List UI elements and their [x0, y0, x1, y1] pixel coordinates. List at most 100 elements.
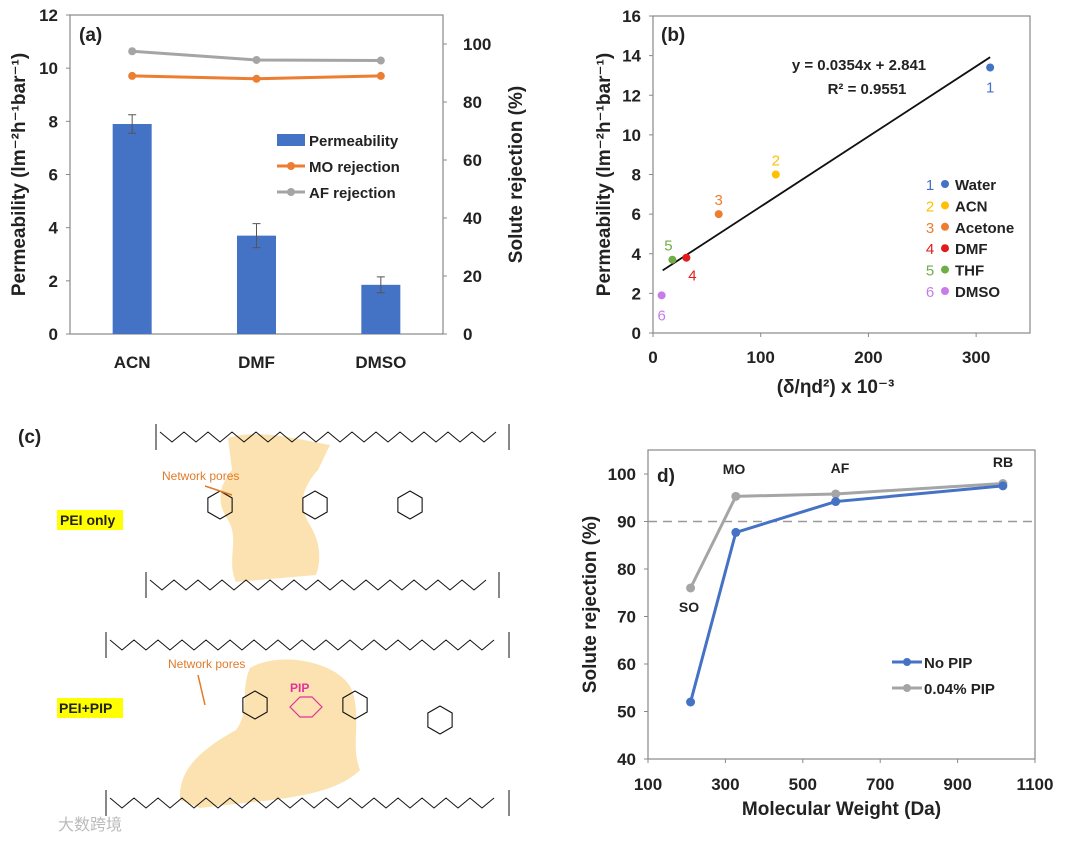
- legend-label: ACN: [955, 198, 988, 215]
- x-tick-label: 200: [854, 348, 882, 367]
- y2-tick-label: 20: [463, 267, 482, 286]
- data-point: [731, 491, 741, 501]
- legend-swatch-marker: [287, 162, 295, 170]
- y2-tick-label: 0: [463, 325, 472, 344]
- legend-label: Acetone: [955, 220, 1014, 237]
- plot-frame-d: [647, 449, 1036, 760]
- legend-swatch-permeability: [277, 134, 305, 146]
- benzene-ring: [397, 490, 423, 520]
- polymer-bracket: [145, 572, 500, 598]
- network-pore-bottom: [179, 659, 360, 808]
- pip-label: PIP: [290, 681, 309, 695]
- data-point: [731, 527, 741, 537]
- x-tick-label: 100: [634, 775, 662, 794]
- x-tick-label: DMF: [238, 353, 275, 372]
- x-tick-label: 900: [943, 775, 971, 794]
- legend-swatch-marker: [287, 188, 295, 196]
- data-point: [831, 489, 841, 499]
- y2-tick-label: 60: [463, 151, 482, 170]
- point-mo-rejection: [376, 71, 385, 80]
- y-tick-label: 12: [622, 86, 641, 105]
- data-point: [686, 583, 696, 593]
- y-tick-label: 10: [622, 126, 641, 145]
- legend-label: DMSO: [955, 284, 1000, 301]
- highlight: [57, 510, 123, 530]
- point-label: SO: [679, 599, 699, 615]
- polymer-bracket: [105, 632, 510, 658]
- y-axis-title: Permeability (lm⁻²h⁻¹bar⁻¹): [594, 53, 615, 296]
- pei-chain: [109, 797, 495, 809]
- legend-label: AF rejection: [309, 185, 396, 202]
- y-tick-label: 8: [632, 166, 641, 185]
- legend-marker: [941, 222, 949, 231]
- panel-label: (c): [18, 427, 41, 448]
- point-label: MO: [723, 461, 746, 477]
- error-bar: [128, 114, 137, 134]
- y-tick-label: 0: [49, 325, 58, 344]
- point-af-rejection: [128, 47, 137, 56]
- data-point-thf: [668, 255, 677, 264]
- panel-label: d): [657, 466, 675, 487]
- legend-label: No PIP: [924, 655, 972, 672]
- error-bar: [376, 276, 385, 294]
- fit-equation: y = 0.0354x + 2.841: [792, 57, 926, 74]
- legend-marker: [941, 265, 949, 274]
- data-point-acn: [771, 170, 780, 179]
- point-af-rejection: [376, 56, 385, 65]
- x-tick-label: DMSO: [355, 353, 406, 372]
- legend-marker: [941, 201, 949, 210]
- y-tick-label: 10: [39, 59, 58, 78]
- y-tick-label: 4: [632, 245, 642, 264]
- y2-tick-label: 40: [463, 209, 482, 228]
- piperazine-ring: [289, 696, 323, 718]
- legend-marker: [941, 244, 949, 253]
- legend-number: 4: [926, 241, 934, 258]
- y-tick-label: 2: [632, 284, 641, 303]
- y-tick-label: 50: [617, 703, 636, 722]
- y-tick-label: 6: [49, 166, 58, 185]
- point-label: 2: [772, 153, 780, 170]
- benzene-ring: [207, 490, 233, 520]
- y-tick-label: 16: [622, 7, 641, 26]
- legend-number: 3: [926, 220, 934, 237]
- legend-marker: [941, 180, 949, 188]
- benzene-ring: [342, 690, 368, 720]
- benzene-ring: [427, 705, 453, 735]
- data-point-dmso: [657, 291, 666, 300]
- polymer-bracket: [105, 790, 510, 816]
- legend-label: MO rejection: [309, 159, 400, 176]
- x-tick-label: 100: [747, 348, 775, 367]
- network-pores-label: Network pores: [162, 469, 239, 483]
- x-tick-label: 0: [648, 348, 657, 367]
- x-tick-label: ACN: [114, 353, 151, 372]
- pei-pip-label: PEI+PIP: [59, 700, 112, 716]
- y-tick-label: 70: [617, 608, 636, 627]
- legend-label: DMF: [955, 241, 988, 258]
- y-axis-title: Permeability (lm⁻²h⁻¹bar⁻¹): [9, 53, 30, 296]
- legend-number: 6: [926, 284, 934, 301]
- trendline: [662, 56, 991, 272]
- point-label: 3: [715, 192, 723, 209]
- legend-number: 1: [926, 177, 934, 194]
- y-tick-label: 60: [617, 655, 636, 674]
- x-tick-label: 700: [866, 775, 894, 794]
- point-label: 4: [688, 268, 696, 285]
- y-tick-label: 6: [632, 205, 641, 224]
- line-series: [689, 484, 1004, 703]
- legend-label: THF: [955, 263, 984, 280]
- x-axis-title: (δ/ηd²) x 10⁻³: [777, 377, 895, 398]
- point-mo-rejection: [128, 71, 137, 80]
- x-tick-label: 500: [789, 775, 817, 794]
- legend-swatch-marker: [903, 684, 911, 692]
- pei-chain: [149, 579, 487, 591]
- legend-marker: [941, 287, 949, 295]
- legend-label: Water: [955, 177, 996, 194]
- data-point-water: [986, 63, 995, 72]
- benzene-ring: [242, 690, 268, 720]
- data-point-acetone: [714, 210, 723, 219]
- y-tick-label: 40: [617, 750, 636, 769]
- pei-chain: [109, 639, 495, 651]
- arrow-icon: [197, 674, 206, 706]
- x-axis-title: Molecular Weight (Da): [742, 799, 941, 820]
- bar-permeability: [112, 123, 152, 334]
